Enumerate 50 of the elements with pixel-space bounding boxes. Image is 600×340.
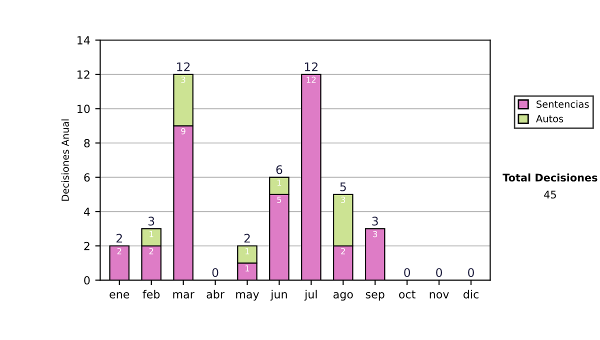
total-label: 3 xyxy=(372,216,378,226)
x-tick-label: jun xyxy=(270,290,287,301)
data-label: 1 xyxy=(150,231,154,238)
total-label: 0 xyxy=(404,268,410,278)
total-label: 0 xyxy=(212,268,218,278)
x-tick-label: sep xyxy=(366,292,384,301)
total-label: 6 xyxy=(276,165,282,174)
y-tick-label: 4 xyxy=(84,208,90,216)
data-label: 2 xyxy=(149,248,154,254)
y-axis-title: Decisiones Anual xyxy=(61,119,69,201)
data-label: 3 xyxy=(181,76,186,83)
total-label: 2 xyxy=(244,234,250,243)
y-tick-label: 2 xyxy=(84,242,90,250)
x-tick-label: abr xyxy=(206,290,224,298)
y-tick-label: 0 xyxy=(84,276,90,285)
x-tick-label: ago xyxy=(333,292,353,301)
x-tick-label: feb xyxy=(142,290,160,298)
text: 45 xyxy=(544,190,556,199)
data-label: 1 xyxy=(246,265,250,272)
total-label: 12 xyxy=(304,62,318,72)
y-tick-label: 10 xyxy=(78,104,90,114)
data-label: 2 xyxy=(117,248,122,254)
data-label: 12 xyxy=(306,76,316,83)
x-tick-label: oct xyxy=(399,290,416,298)
data-label: 5 xyxy=(277,196,282,203)
text: Total Decisiones xyxy=(502,173,598,182)
data-label: 1 xyxy=(246,248,250,254)
legend-label: Sentencias xyxy=(536,100,589,108)
y-tick-label: 8 xyxy=(84,138,90,148)
data-label: 2 xyxy=(341,248,345,254)
x-tick-label: nov xyxy=(430,292,449,298)
legend-label: Autos xyxy=(536,115,564,122)
x-tick-label: dic xyxy=(464,290,478,298)
data-label: 3 xyxy=(373,230,378,238)
data-label: 9 xyxy=(181,128,186,134)
total-label: 12 xyxy=(177,62,190,72)
x-tick-label: jul xyxy=(304,290,317,301)
data-label: 3 xyxy=(341,196,346,203)
x-tick-label: mar xyxy=(173,292,194,298)
y-tick-label: 12 xyxy=(78,70,90,79)
total-label: 0 xyxy=(468,268,474,278)
y-tick-label: 6 xyxy=(84,173,90,182)
x-tick-label: ene xyxy=(110,292,130,298)
total-label: 3 xyxy=(148,216,154,226)
total-label: 0 xyxy=(436,268,442,278)
data-label: 1 xyxy=(277,180,282,186)
total-label: 2 xyxy=(116,234,122,243)
total-label: 5 xyxy=(340,182,346,192)
y-tick-label: 14 xyxy=(78,36,90,44)
x-tick-label: may xyxy=(236,292,260,301)
